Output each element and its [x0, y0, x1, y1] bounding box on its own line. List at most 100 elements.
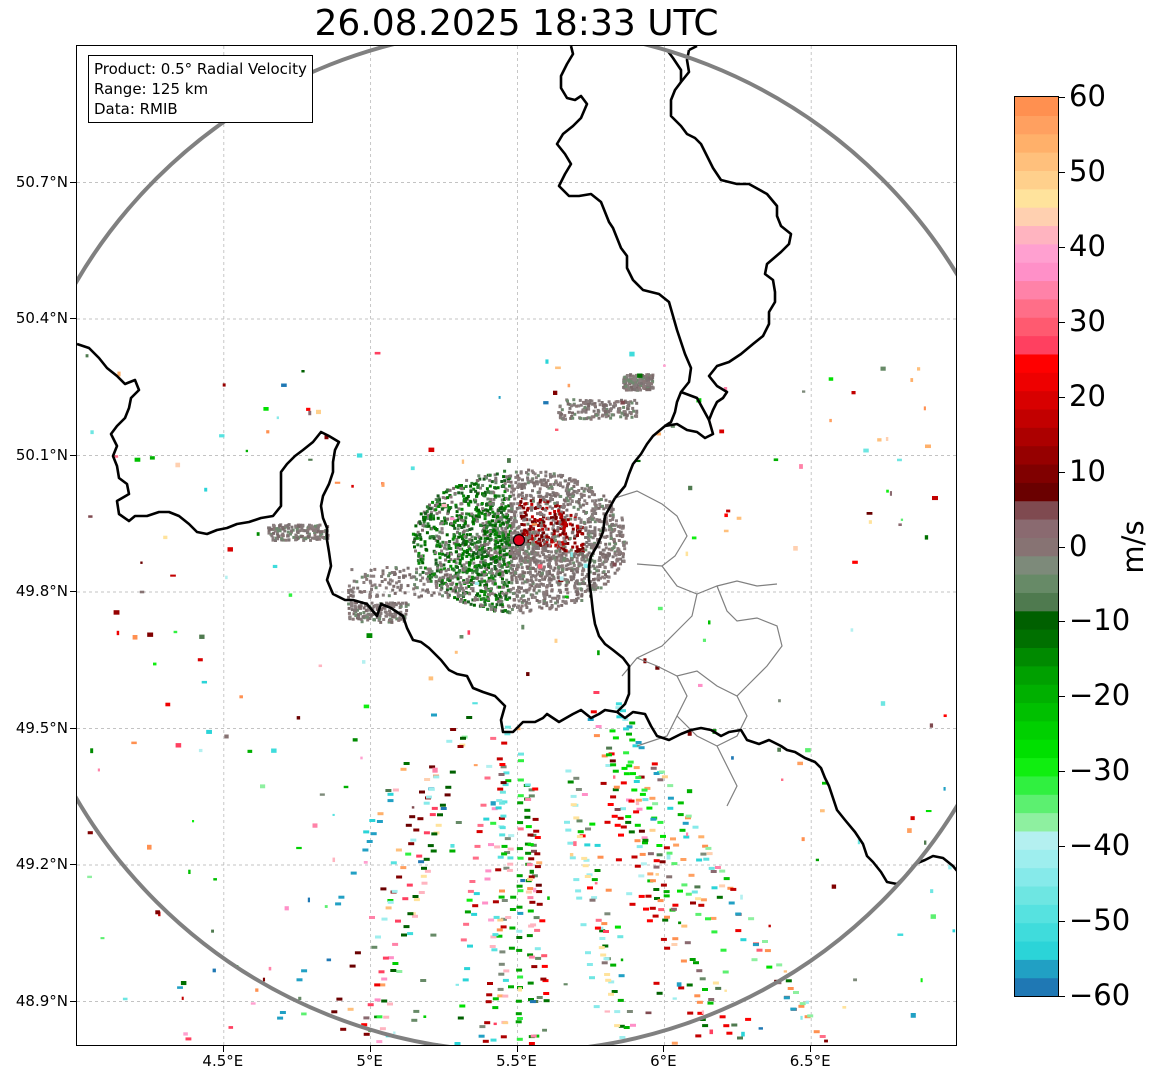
echo-cell: [543, 992, 550, 995]
echo-cell: [692, 825, 699, 829]
echo-cell: [550, 485, 554, 489]
echo-cell: [290, 525, 294, 529]
echo-cell: [491, 948, 498, 952]
echo-cell: [443, 519, 447, 523]
echo-cell: [459, 584, 463, 588]
echo-cell: [386, 602, 390, 606]
echo-cell: [388, 619, 391, 622]
echo-cell: [597, 506, 601, 510]
echo-cell: [573, 541, 577, 545]
echo-cell: [447, 509, 450, 513]
echo-cell: [645, 376, 649, 380]
echo-cell: [458, 593, 462, 597]
echo-cell: [428, 574, 432, 578]
echo-cell: [580, 495, 584, 499]
echo-cell: [498, 594, 502, 598]
echo-cell: [368, 617, 372, 620]
echo-cell: [350, 602, 354, 606]
echo-cell: [425, 572, 428, 576]
echo-cell: [453, 492, 457, 495]
echo-cell: [910, 816, 915, 821]
echo-cell: [445, 785, 452, 789]
colorbar-swatch: [1015, 977, 1058, 996]
echo-cell: [305, 531, 309, 535]
echo-cell: [582, 400, 585, 404]
echo-cell: [885, 437, 889, 441]
echo-cell: [562, 526, 566, 530]
echo-cell: [461, 537, 464, 541]
echo-cell: [480, 565, 484, 569]
echo-cell: [498, 592, 501, 596]
echo-cell: [620, 825, 627, 829]
echo-cell: [306, 407, 311, 411]
echo-cell: [560, 564, 564, 568]
echo-cell: [300, 535, 304, 539]
echo-cell: [87, 875, 92, 879]
echo-cell: [525, 471, 528, 475]
echo-cell: [561, 485, 565, 489]
echo-cell: [612, 538, 616, 542]
echo-cell: [491, 510, 495, 514]
echo-cell: [474, 537, 477, 540]
echo-cell: [295, 537, 299, 541]
echo-cell: [183, 1032, 188, 1036]
echo-cell: [512, 493, 516, 497]
echo-cell: [449, 564, 453, 568]
echo-cell: [410, 466, 415, 471]
echo-cell: [445, 573, 449, 577]
echo-cell: [601, 552, 605, 556]
echo-cell: [539, 480, 543, 484]
echo-cell: [539, 543, 543, 547]
colorbar-tick-mark: [1059, 246, 1065, 248]
echo-cell: [559, 510, 563, 514]
echo-cell: [568, 478, 571, 482]
echo-cell: [524, 556, 527, 560]
echo-cell: [490, 602, 494, 606]
echo-cell: [450, 500, 454, 504]
echo-cell: [685, 892, 692, 896]
echo-cell: [596, 411, 600, 415]
echo-cell: [440, 586, 444, 590]
echo-cell: [462, 563, 466, 567]
echo-cell: [534, 947, 541, 951]
echo-cell: [459, 486, 463, 490]
echo-cell: [613, 775, 616, 779]
echo-cell: [531, 527, 535, 531]
echo-cell: [920, 978, 923, 983]
echo-cell: [318, 664, 323, 668]
echo-cell: [458, 581, 462, 585]
echo-cell: [488, 603, 492, 607]
echo-cell: [421, 561, 425, 565]
colorbar-swatch: [1015, 812, 1058, 832]
colorbar-swatch: [1015, 830, 1058, 850]
echo-cell: [548, 581, 552, 585]
echo-cell: [601, 961, 608, 965]
echo-cell: [460, 507, 464, 511]
echo-cell: [516, 494, 520, 498]
echo-cell: [638, 376, 642, 380]
echo-cell: [588, 488, 592, 492]
echo-cell: [499, 523, 502, 527]
echo-cell: [615, 702, 622, 706]
echo-cell: [943, 787, 946, 791]
echo-cell: [375, 607, 379, 611]
echo-cell: [475, 506, 479, 510]
echo-cell: [314, 526, 318, 530]
echo-cell: [617, 552, 621, 556]
echo-cell: [287, 538, 291, 542]
echo-cell: [493, 473, 497, 477]
echo-cell: [319, 793, 325, 796]
echo-cell: [656, 432, 662, 436]
echo-cell: [535, 599, 539, 602]
echo-cell: [525, 578, 529, 582]
echo-cell: [416, 530, 420, 534]
echo-cell: [591, 507, 595, 511]
echo-cell: [711, 930, 718, 934]
echo-cell: [464, 586, 468, 590]
echo-cell: [470, 568, 473, 572]
echo-cell: [433, 775, 440, 779]
echo-cell: [360, 590, 364, 594]
radar-map[interactable]: [76, 45, 957, 1046]
echo-cell: [499, 950, 506, 954]
echo-cell: [677, 801, 684, 805]
